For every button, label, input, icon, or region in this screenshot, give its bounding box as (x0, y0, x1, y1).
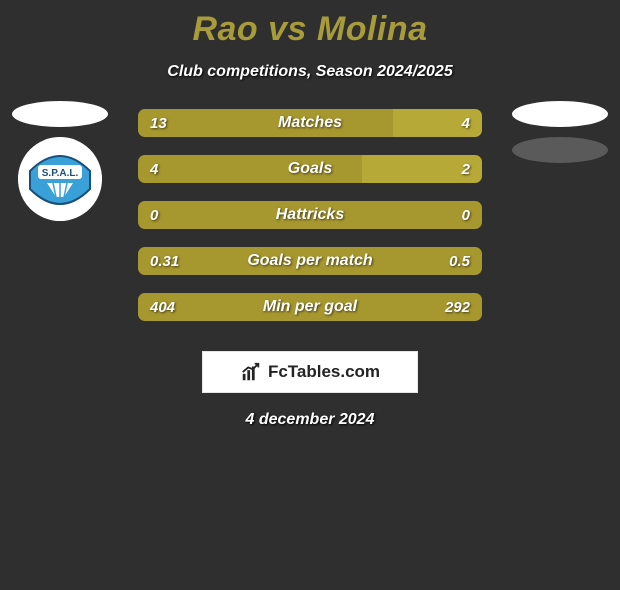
bar-fill-left (138, 247, 482, 275)
left-club-badge: S.P.A.L. (18, 137, 102, 221)
spal-text: S.P.A.L. (42, 168, 79, 179)
left-player-ellipse (12, 101, 108, 127)
right-club-ellipse (512, 137, 608, 163)
bar-stack: Matches134 Goals42 Hattricks00 Goals per ma… (138, 109, 482, 321)
comparison-area: S.P.A.L. Matches134 Goals42 Hattricks00 Goa… (0, 109, 620, 329)
stat-bar: Hattricks00 (138, 201, 482, 229)
bar-fill-left (138, 155, 362, 183)
right-player-ellipse (512, 101, 608, 127)
left-side-column: S.P.A.L. (12, 101, 108, 221)
brand-box[interactable]: FcTables.com (202, 351, 418, 393)
bar-fill-left (138, 293, 482, 321)
bar-fill-right (393, 109, 482, 137)
spal-badge-icon: S.P.A.L. (18, 137, 102, 221)
chart-icon (240, 361, 262, 383)
stat-bar: Matches134 (138, 109, 482, 137)
stat-bar: Min per goal404292 (138, 293, 482, 321)
bar-fill-left (138, 201, 482, 229)
stat-bar: Goals42 (138, 155, 482, 183)
date-line: 4 december 2024 (0, 411, 620, 429)
right-side-column (512, 101, 608, 163)
bar-fill-right (362, 155, 482, 183)
brand-text: FcTables.com (268, 362, 380, 382)
subtitle: Club competitions, Season 2024/2025 (0, 63, 620, 81)
stat-bar: Goals per match0.310.5 (138, 247, 482, 275)
page-title: Rao vs Molina (0, 10, 620, 49)
bar-fill-left (138, 109, 393, 137)
